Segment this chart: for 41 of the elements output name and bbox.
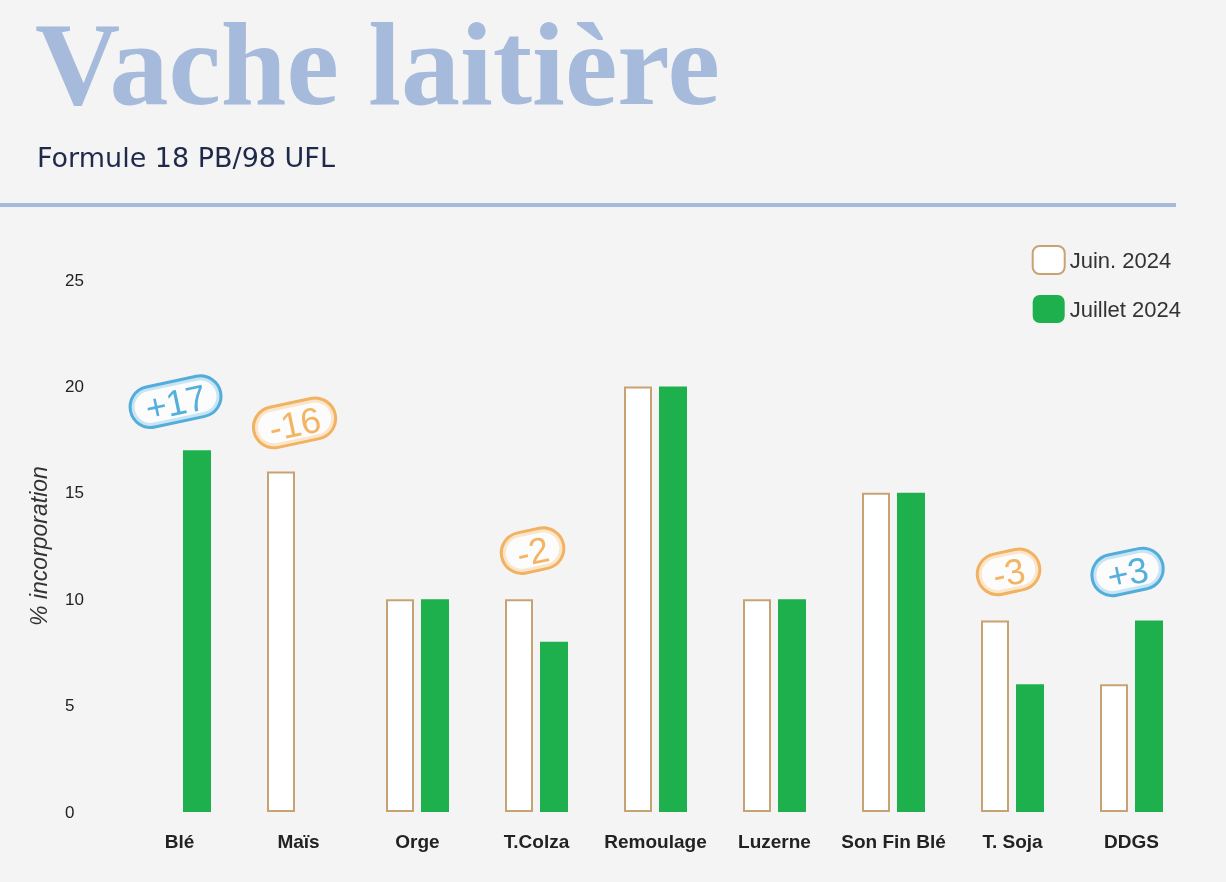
- x-tick-label: Luzerne: [738, 831, 811, 852]
- annotation: -16: [265, 398, 325, 450]
- y-tick-label: 25: [65, 270, 84, 290]
- bar: [778, 599, 806, 812]
- bar: [183, 450, 211, 812]
- y-tick-label: 5: [65, 696, 75, 716]
- bar: [1100, 684, 1128, 812]
- bar: [981, 620, 1009, 812]
- x-tick-label: Orge: [395, 831, 440, 852]
- bar: [624, 386, 652, 812]
- chart-title: Vache laitière: [35, 0, 720, 130]
- x-tick-label: DDGS: [1104, 831, 1159, 852]
- chart-subtitle: Formule 18 PB/98 UFL: [37, 142, 335, 173]
- y-tick-label: 15: [65, 483, 84, 503]
- bar: [862, 492, 890, 812]
- legend-label: Juin. 2024: [1069, 247, 1172, 273]
- x-tick-label: Blé: [164, 831, 195, 852]
- x-tick-label: Son Fin Blé: [841, 831, 946, 852]
- bar: [897, 492, 925, 812]
- x-tick-label: T.Colza: [503, 831, 570, 852]
- x-tick-label: T. Soja: [982, 831, 1044, 852]
- annotation: +3: [1103, 548, 1153, 598]
- legend-label: Juillet 2024: [1069, 296, 1182, 322]
- annotation: -2: [512, 528, 553, 575]
- y-tick-label: 20: [65, 376, 84, 396]
- bar: [505, 599, 533, 812]
- x-tick-label: Maïs: [277, 831, 320, 852]
- bar: [386, 599, 414, 812]
- x-tick-label: Remoulage: [604, 831, 707, 852]
- annotation: -3: [988, 549, 1029, 597]
- y-axis-title: % incorporation: [25, 466, 52, 626]
- bar: [1135, 620, 1163, 812]
- annotation: +17: [141, 376, 210, 430]
- bar: [659, 386, 687, 812]
- y-tick-label: 0: [65, 802, 75, 822]
- bar: [743, 599, 771, 812]
- bar: [1016, 684, 1044, 812]
- bar: [267, 471, 295, 812]
- y-tick-label: 10: [65, 589, 84, 609]
- bar: [421, 599, 449, 812]
- bar: [540, 641, 568, 812]
